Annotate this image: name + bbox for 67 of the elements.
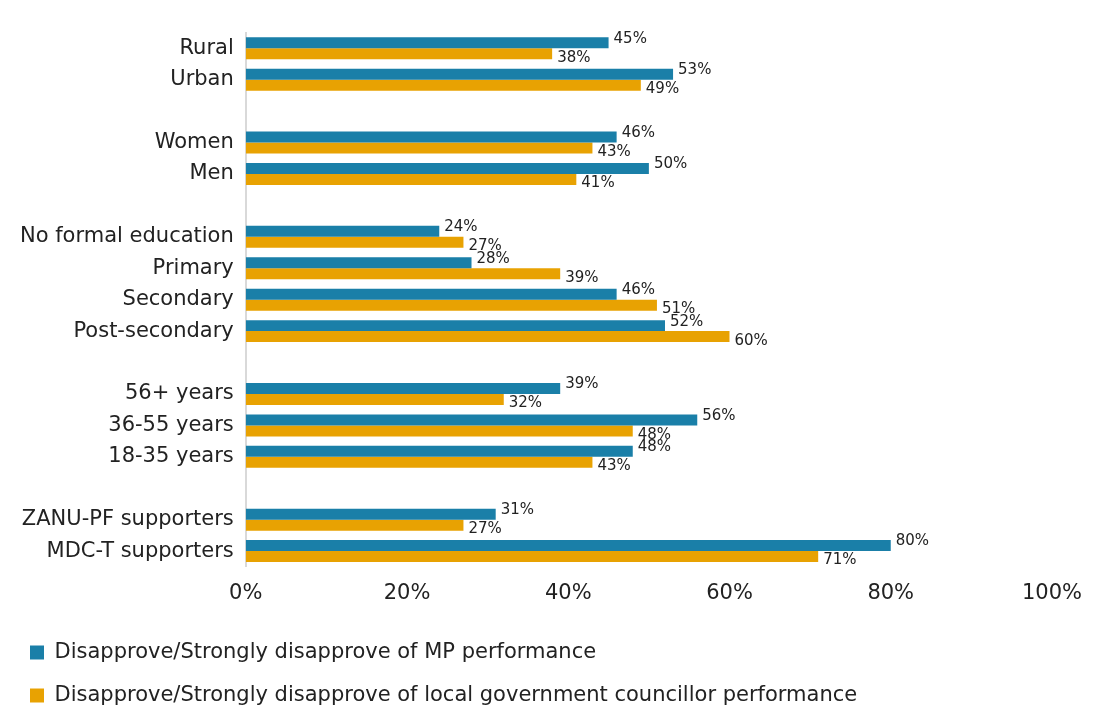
bar xyxy=(245,414,698,426)
x-tick-label: 40% xyxy=(544,579,592,604)
y-tick-label: Urban xyxy=(170,66,234,91)
data-label: 41% xyxy=(581,173,615,192)
y-tick-label: Rural xyxy=(179,34,234,59)
bar xyxy=(245,393,504,405)
bar xyxy=(245,456,593,468)
bar xyxy=(245,425,633,437)
y-tick-label: Post-secondary xyxy=(73,317,234,342)
bar xyxy=(245,257,472,269)
bar xyxy=(245,382,561,394)
data-label: 46% xyxy=(621,280,655,299)
y-tick-label: Women xyxy=(154,129,234,154)
bar xyxy=(245,163,649,175)
data-label: 45% xyxy=(613,28,647,47)
bar xyxy=(245,236,464,248)
data-label: 49% xyxy=(645,79,680,98)
y-tick-label: No formal education xyxy=(19,223,234,248)
legend-label: Disapprove/Strongly disapprove of local government councillor performance xyxy=(54,681,858,706)
data-label: 39% xyxy=(565,374,599,393)
x-tick-label: 60% xyxy=(706,579,753,604)
y-tick-label: Men xyxy=(189,160,234,185)
bar xyxy=(245,268,561,280)
bar xyxy=(245,174,577,185)
data-label: 56% xyxy=(702,405,736,424)
x-tick-label: 100% xyxy=(1021,579,1083,604)
bar xyxy=(245,68,674,80)
x-tick-label: 80% xyxy=(867,579,915,604)
bar xyxy=(245,225,440,237)
bar xyxy=(245,79,641,91)
y-tick-label: 56+ years xyxy=(124,380,234,405)
data-label: 80% xyxy=(895,531,930,550)
bar xyxy=(245,48,553,60)
bar xyxy=(245,299,657,311)
data-label: 60% xyxy=(734,330,768,349)
data-label: 24% xyxy=(444,217,478,236)
bar xyxy=(245,320,665,332)
y-tick-label: MDC-T supporters xyxy=(46,537,234,562)
y-tick-label: 18-35 years xyxy=(108,443,234,468)
x-tick-label: 20% xyxy=(383,579,431,604)
y-tick-label: Primary xyxy=(152,254,234,279)
data-label: 38% xyxy=(557,47,591,66)
legend-label: Disapprove/Strongly disapprove of MP performance xyxy=(54,638,597,663)
data-label: 71% xyxy=(823,550,857,569)
data-label: 31% xyxy=(500,500,535,519)
bar xyxy=(245,131,617,143)
bar xyxy=(245,288,617,300)
data-label: 39% xyxy=(565,267,599,286)
data-label: 27% xyxy=(468,519,502,538)
bar xyxy=(245,519,464,531)
data-label: 43% xyxy=(597,141,631,160)
x-tick-label: 0% xyxy=(229,579,263,604)
bar xyxy=(245,37,609,49)
data-label: 50% xyxy=(653,154,688,173)
bar xyxy=(245,508,496,520)
data-label: 53% xyxy=(678,60,712,79)
y-tick-label: 36-55 years xyxy=(108,411,234,436)
bar xyxy=(245,331,730,343)
bar xyxy=(245,142,593,154)
bar xyxy=(245,445,633,457)
y-tick-label: Secondary xyxy=(122,286,234,311)
y-tick-label: ZANU-PF supporters xyxy=(21,506,234,531)
bar xyxy=(245,551,819,563)
bar xyxy=(245,540,891,552)
data-label: 32% xyxy=(508,393,543,412)
data-label: 43% xyxy=(597,456,631,475)
data-label: 46% xyxy=(621,122,655,141)
